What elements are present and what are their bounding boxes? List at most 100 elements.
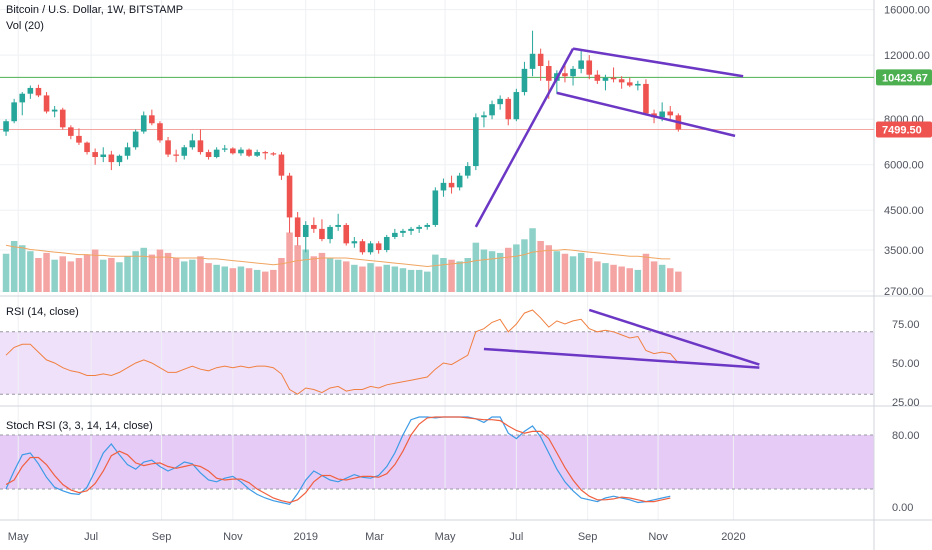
- volume-bar: [229, 268, 237, 292]
- volume-bar: [124, 256, 131, 292]
- candle-body: [408, 228, 414, 231]
- candle-body: [149, 115, 155, 124]
- price-tick-label: 4500.00: [884, 205, 924, 217]
- volume-bar: [618, 266, 625, 292]
- volume-bar: [156, 249, 164, 292]
- candle-body: [311, 224, 317, 229]
- stoch-rsi-label: Stoch RSI (3, 3, 14, 14, close): [6, 420, 153, 432]
- candle-body: [521, 68, 528, 93]
- candle-body: [319, 228, 325, 240]
- volume-bar: [108, 258, 115, 292]
- stoch-k-line: [5, 416, 671, 505]
- volume-bar: [51, 259, 58, 292]
- price-tick-label: 3500.00: [884, 245, 924, 257]
- volume-bar: [343, 261, 350, 292]
- volume-bar: [480, 249, 488, 292]
- volume-bar: [181, 261, 188, 292]
- candle-body: [400, 230, 406, 233]
- price-marker-box: [876, 69, 932, 86]
- candle-body: [570, 68, 576, 77]
- price-trendline: [572, 47, 744, 78]
- candle-body: [392, 232, 398, 237]
- volume-bar: [67, 261, 75, 292]
- volume-bar: [424, 271, 431, 292]
- volume-bar: [399, 268, 407, 292]
- candle-body: [327, 226, 333, 240]
- time-tick-label: Jul: [509, 531, 523, 543]
- price-tick-label: 16000.00: [884, 5, 930, 17]
- volume-bar: [116, 262, 123, 292]
- volume-bar: [561, 253, 569, 292]
- volume-bar: [189, 259, 196, 292]
- price-marker-label: 7499.50: [882, 124, 922, 136]
- volume-bar: [197, 256, 204, 292]
- candle-body: [456, 175, 463, 188]
- candle-body: [473, 117, 479, 167]
- candle-body: [448, 182, 455, 188]
- volume-label: Vol (20): [6, 20, 44, 32]
- time-tick-label: 2019: [294, 531, 318, 543]
- candle-body: [59, 109, 66, 128]
- volume-bar: [488, 251, 496, 292]
- candle-body: [278, 154, 285, 176]
- candle-body: [635, 83, 641, 86]
- volume-bar: [505, 247, 512, 292]
- candle-body: [643, 83, 649, 114]
- candle-body: [489, 104, 495, 116]
- time-tick-label: Jul: [84, 531, 98, 543]
- stoch-tick-label: 0.00: [892, 502, 913, 514]
- candle-body: [165, 140, 171, 155]
- candle-body: [181, 147, 188, 156]
- candle-body: [116, 155, 123, 163]
- volume-bar: [407, 269, 415, 292]
- candle-body: [92, 152, 98, 158]
- volume-bar: [91, 249, 99, 292]
- candle-body: [343, 224, 350, 244]
- candle-body: [626, 82, 633, 86]
- candle-body: [562, 73, 568, 77]
- candle-body: [586, 60, 593, 75]
- volume-bar: [10, 241, 18, 292]
- candle-body: [513, 92, 520, 120]
- volume-ma-line: [5, 244, 671, 268]
- candle-body: [545, 66, 552, 81]
- candle-body: [432, 190, 439, 225]
- volume-bar: [472, 242, 480, 292]
- candle-body: [100, 154, 107, 158]
- volume-bar: [594, 261, 601, 292]
- candle-body: [335, 224, 341, 227]
- candle-body: [84, 142, 90, 153]
- volume-bar: [100, 259, 107, 292]
- candle-body: [76, 135, 82, 143]
- time-tick-label: Nov: [648, 531, 668, 543]
- candle-body: [375, 243, 382, 250]
- candle-body: [68, 127, 74, 136]
- volume-bar: [27, 251, 34, 292]
- candle-body: [173, 154, 179, 156]
- volume-bar: [496, 252, 504, 292]
- volume-bar: [634, 269, 642, 292]
- time-tick-label: 2020: [721, 531, 745, 543]
- volume-bar: [359, 266, 366, 292]
- candle-body: [197, 140, 204, 153]
- candle-body: [659, 111, 665, 118]
- volume-bar: [456, 261, 463, 292]
- time-tick-label: Mar: [365, 531, 384, 543]
- candle-body: [602, 77, 609, 81]
- candle-body: [43, 95, 50, 112]
- candle-body: [464, 166, 471, 176]
- symbol-label: Bitcoin / U.S. Dollar, 1W, BITSTAMP: [6, 4, 184, 16]
- stoch-d-line: [5, 416, 671, 504]
- volume-bar: [650, 261, 658, 292]
- candle-body: [205, 152, 212, 158]
- volume-bar: [545, 245, 552, 292]
- volume-bar: [253, 269, 261, 292]
- price-marker-box: [876, 121, 932, 138]
- volume-bar: [294, 245, 301, 292]
- candle-body: [302, 224, 309, 237]
- candle-body: [286, 175, 293, 218]
- time-tick-label: May: [435, 531, 456, 543]
- volume-bar: [415, 269, 423, 292]
